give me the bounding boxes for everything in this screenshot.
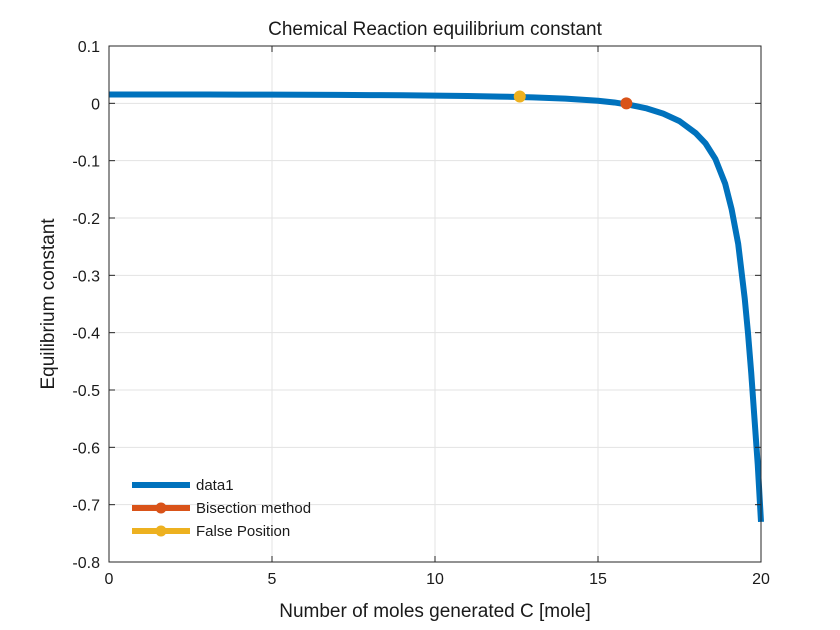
legend-label: False Position [196, 523, 290, 540]
x-tick-label: 15 [589, 571, 607, 588]
y-tick-label: 0 [91, 96, 100, 113]
series-line [109, 91, 764, 523]
x-axis-label: Number of moles generated C [mole] [279, 601, 591, 622]
legend-label: data1 [196, 477, 234, 494]
data-point-marker [513, 90, 526, 103]
x-tick-label: 5 [268, 571, 277, 588]
chart-title: Chemical Reaction equilibrium constant [268, 19, 602, 40]
y-tick-label: -0.1 [72, 154, 100, 171]
y-tick-label: -0.5 [72, 383, 100, 400]
legend-marker [155, 502, 167, 514]
x-tick-label: 10 [426, 571, 444, 588]
x-tick-label: 0 [105, 571, 114, 588]
y-tick-label: -0.8 [72, 555, 100, 572]
axis-ticks: 0 5 10 15 20 0.1 0 -0.1 -0.2 -0.3 -0.4 -0.5 -0.6 -0.7… [72, 39, 770, 588]
y-tick-label: -0.6 [72, 440, 100, 457]
y-tick-label: -0.3 [72, 268, 100, 285]
x-tick-label: 20 [752, 571, 770, 588]
legend: data1 Bisection method False Position [132, 477, 311, 540]
legend-marker [155, 525, 167, 537]
y-tick-label: -0.2 [72, 211, 100, 228]
data-series [109, 90, 764, 523]
y-tick-label: 0.1 [78, 39, 100, 56]
y-tick-label: -0.7 [72, 498, 100, 515]
legend-label: Bisection method [196, 500, 311, 517]
y-tick-label: -0.4 [72, 326, 100, 343]
data-point-marker [620, 97, 633, 110]
y-axis-label: Equilibrium constant [38, 218, 59, 390]
grid-lines [109, 46, 761, 562]
